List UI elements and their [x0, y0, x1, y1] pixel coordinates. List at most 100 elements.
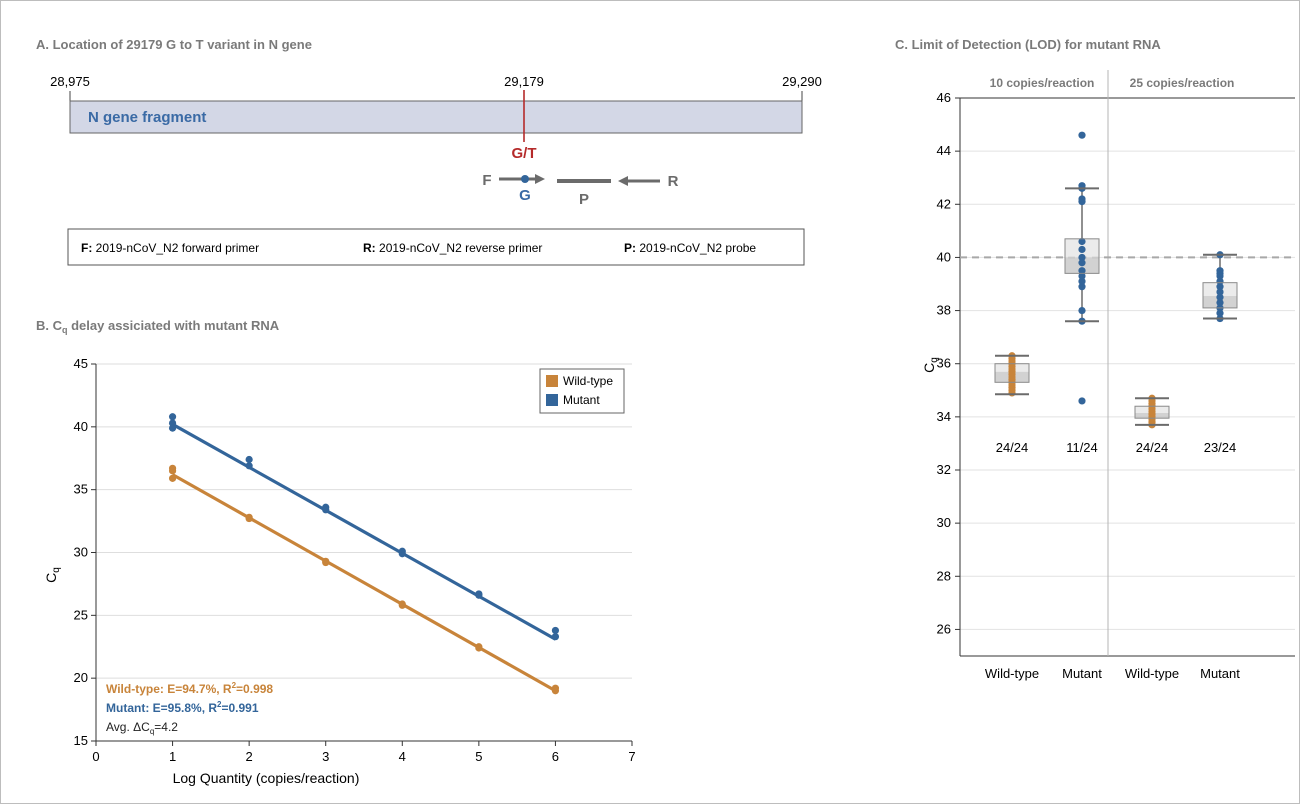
data-point-mutant [1078, 245, 1086, 254]
annotation-mut-prefix: Mutant: E=95.8%, R [106, 701, 217, 715]
panel-c-y-tick-label: 38 [937, 303, 951, 318]
panel-c-y-tick-label: 26 [937, 621, 951, 636]
panel-c-y-tick-label: 40 [937, 249, 951, 264]
data-point-mutant [245, 462, 253, 470]
primer-g-label: G [519, 187, 531, 204]
annotation-mutant-fit: Mutant: E=95.8%, R2=0.991 [106, 700, 259, 715]
box-outline-mutant [1064, 238, 1100, 274]
group-header-25-copies: 25 copies/reaction [1130, 76, 1235, 90]
legend-swatch-wild-type [546, 375, 558, 387]
variant-label: G/T [512, 145, 537, 162]
forward-primer-label: F [482, 172, 491, 189]
panel-b-title-sub: q [62, 325, 68, 335]
data-point-mutant [1078, 397, 1086, 405]
data-point-mutant [1078, 253, 1086, 262]
data-point-wild-type [551, 687, 560, 695]
data-point-mutant [1078, 277, 1086, 285]
panel-b-y-tick-label: 40 [74, 419, 88, 434]
data-point-mutant [1216, 309, 1224, 317]
data-point-mutant [1078, 195, 1086, 203]
category-label: Mutant [1200, 666, 1240, 681]
data-point-mutant [168, 424, 177, 432]
box-outline-mutant [1202, 282, 1238, 309]
legend-label-wild-type: Wild-type [563, 374, 613, 388]
panel-c-ylabel-main: C [921, 363, 937, 373]
legend-text-reverse: 2019-nCoV_N2 reverse primer [379, 241, 542, 255]
legend-swatch-mutant [546, 394, 558, 406]
position-variant-label: 29,179 [504, 74, 544, 89]
n-gene-fragment-bar [69, 100, 803, 134]
data-point-mutant [322, 506, 330, 514]
annotation-mut-sup: 2 [217, 700, 222, 709]
position-right-label: 29,290 [782, 74, 822, 89]
panel-a-title: A. Location of 29179 G to T variant in N… [36, 37, 312, 52]
detection-rate-label: 24/24 [1136, 440, 1169, 455]
primer-legend-box [67, 228, 805, 266]
panel-b-y-tick-label: 25 [74, 607, 88, 622]
category-label: Wild-type [1125, 666, 1179, 681]
panel-a: A. Location of 29179 G to T variant in N… [36, 37, 822, 266]
panel-b-title: B. Cq delay assiciated with mutant RNA [36, 318, 280, 335]
data-point-mutant [1078, 306, 1086, 315]
data-point-mutant [168, 419, 177, 427]
box-outline-wild-type [994, 363, 1030, 383]
panel-c-y-tick-label: 32 [937, 462, 951, 477]
panel-b-x-tick-label: 0 [92, 749, 99, 764]
legend-item-reverse: R: 2019-nCoV_N2 reverse primer [363, 241, 542, 255]
panel-b-title-prefix: B. C [36, 318, 63, 333]
data-point-mutant [1078, 267, 1086, 275]
panel-b-title-suffix: delay assiciated with mutant RNA [68, 318, 280, 333]
legend-text-forward: 2019-nCoV_N2 forward primer [96, 241, 259, 255]
data-point-mutant [551, 626, 560, 635]
data-point-mutant [168, 413, 177, 421]
legend-key-probe: P: [624, 241, 636, 255]
data-point-mutant [1078, 131, 1086, 139]
panel-b-x-tick-label: 2 [246, 749, 253, 764]
data-point-wild-type [322, 558, 330, 567]
annotation-avg-sub: q [150, 727, 154, 736]
panel-c-y-tick-label: 42 [937, 196, 951, 211]
reverse-primer-arrowhead-icon [618, 176, 628, 186]
data-point-mutant [1216, 299, 1224, 307]
annotation-avg-suffix: =4.2 [154, 720, 178, 734]
group-header-10-copies: 10 copies/reaction [990, 76, 1095, 90]
legend-key-reverse: R: [363, 241, 376, 255]
panel-b-x-tick-label: 4 [399, 749, 406, 764]
position-left-label: 28,975 [50, 74, 90, 89]
panel-b-y-tick-label: 15 [74, 733, 88, 748]
data-point-mutant [398, 550, 406, 558]
annotation-wt-prefix: Wild-type: E=94.7%, R [106, 682, 232, 696]
panel-c-axes [955, 70, 1295, 657]
panel-c-boxes [994, 131, 1238, 429]
data-point-mutant [1078, 259, 1086, 267]
annotation-average-delta: Avg. ΔCq=4.2 [106, 720, 178, 736]
panel-c-ylabel-sub: q [929, 357, 940, 363]
fragment-label: N gene fragment [88, 109, 206, 126]
legend-item-forward: F: 2019-nCoV_N2 forward primer [81, 241, 259, 255]
panel-b-y-tick-label: 30 [74, 545, 88, 560]
panel-b-x-tick-label: 1 [169, 749, 176, 764]
panel-b-y-axis-label: Cq [43, 567, 62, 583]
data-point-mutant [475, 591, 483, 599]
category-label: Mutant [1062, 666, 1102, 681]
annotation-avg-prefix: Avg. ΔC [106, 720, 150, 734]
panel-b-axes [91, 363, 633, 746]
legend-label-mutant: Mutant [563, 393, 600, 407]
panel-c-tick-labels: 26 28 30 32 34 36 38 40 42 44 46 [937, 90, 951, 636]
panel-c-y-axis-label: Cq [921, 357, 940, 373]
reverse-primer-label: R [668, 173, 679, 190]
annotation-wt-sup: 2 [232, 681, 237, 690]
panel-c-y-tick-label: 36 [937, 356, 951, 371]
annotation-mut-suffix: =0.991 [221, 701, 258, 715]
panel-b-x-axis-label: Log Quantity (copies/reaction) [173, 770, 360, 786]
data-point-mutant [551, 633, 560, 641]
annotation-wt-suffix: =0.998 [236, 682, 273, 696]
panel-b-x-tick-label: 6 [552, 749, 559, 764]
data-point-wild-type [398, 601, 406, 609]
data-point-mutant [1216, 267, 1224, 275]
data-point-wild-type [168, 474, 177, 482]
panel-b-y-tick-label: 35 [74, 482, 88, 497]
probe-label: P [579, 191, 589, 208]
